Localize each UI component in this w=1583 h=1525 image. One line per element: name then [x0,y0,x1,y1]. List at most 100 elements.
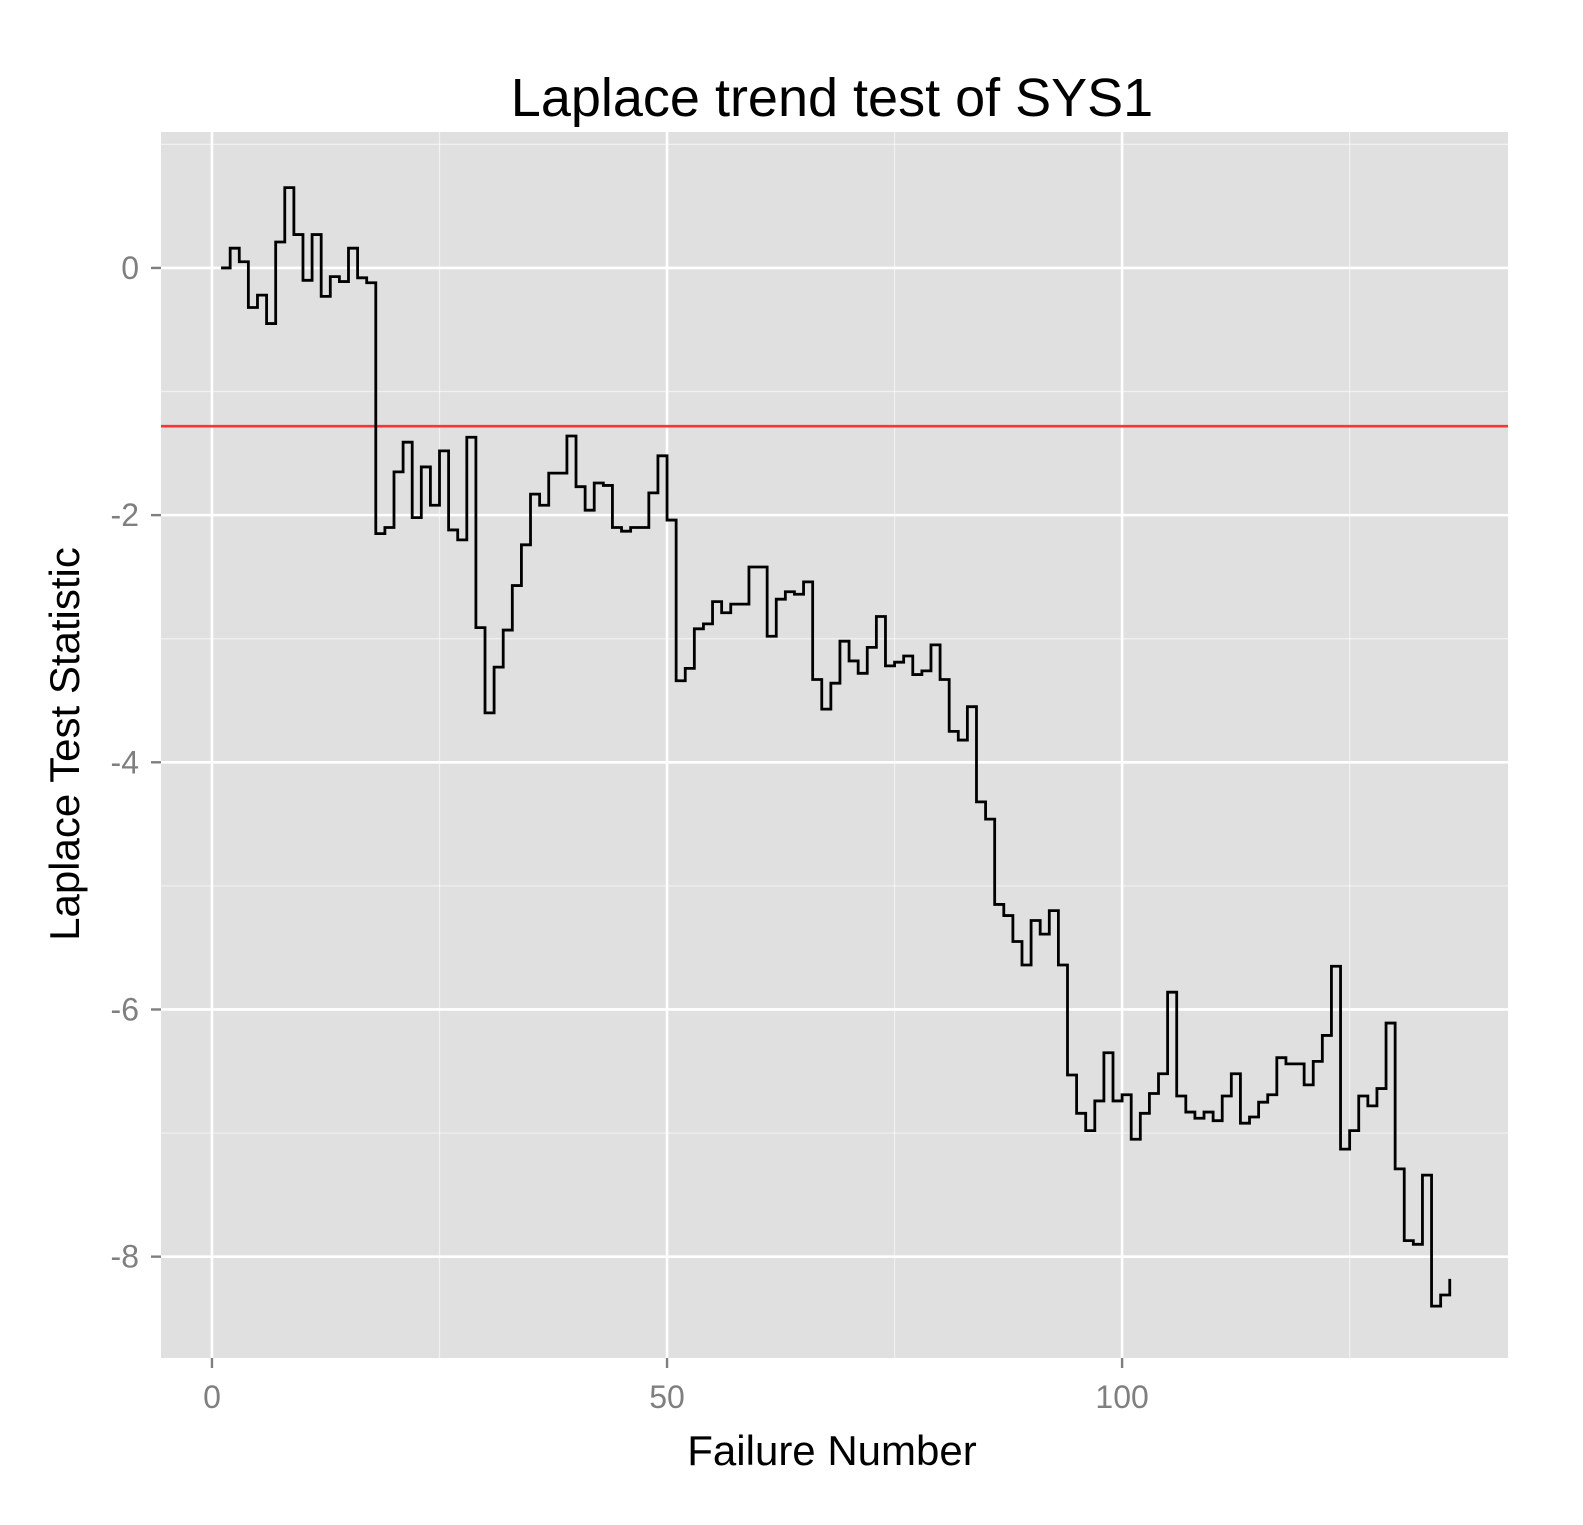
data-point [1257,1100,1261,1104]
data-point [519,543,523,547]
data-point [428,503,432,507]
x-tick-label: 50 [649,1379,685,1415]
data-point [902,654,906,658]
x-axis: 0 50 100 [203,1358,1149,1415]
data-point [747,565,751,569]
data-point [474,626,478,630]
data-point [893,660,897,664]
data-point [1266,1093,1270,1097]
data-point [1420,1173,1424,1177]
data-point [1348,1129,1352,1133]
data-point [1102,1051,1106,1055]
data-point [811,678,815,682]
y-axis: 0 -2 -4 -6 -8 [111,250,161,1275]
data-point [492,665,496,669]
data-point [1020,963,1024,967]
data-point [920,669,924,673]
data-point [601,483,605,487]
data-point [711,600,715,604]
data-point [729,602,733,606]
data-point [1357,1094,1361,1098]
data-point [1375,1087,1379,1091]
data-point [965,705,969,709]
data-point [1002,914,1006,918]
data-point [629,525,633,529]
data-point [1138,1111,1142,1115]
data-point [1311,1059,1315,1063]
data-point [1220,1094,1224,1098]
data-point [1430,1304,1434,1308]
data-point [993,902,997,906]
minor-grid [161,132,1508,1358]
data-point [674,679,678,683]
x-axis-title: Failure Number [687,1427,976,1474]
data-point [874,614,878,618]
data-point [228,246,232,250]
data-point [438,449,442,453]
data-point [1211,1119,1215,1123]
data-point [1384,1021,1388,1025]
data-point [1275,1056,1279,1060]
data-point [456,538,460,542]
data-point [1339,1147,1343,1151]
data-point [1120,1093,1124,1097]
data-point [1366,1104,1370,1108]
data-point [1248,1115,1252,1119]
y-axis-title: Laplace Test Statistic [41,547,88,941]
data-point [774,597,778,601]
data-point [701,622,705,626]
data-point [583,508,587,512]
data-point [610,525,614,529]
data-point [538,503,542,507]
data-point [1111,1099,1115,1103]
data-point [301,278,305,282]
data-point [265,322,269,326]
data-point [328,275,332,279]
data-point [510,584,514,588]
data-point [692,627,696,631]
data-point [255,293,259,297]
data-point [374,532,378,536]
data-point [956,738,960,742]
data-point [1047,909,1051,913]
panel-background [161,132,1508,1358]
data-point [1011,940,1015,944]
data-point [1147,1092,1151,1096]
data-point [1202,1110,1206,1114]
data-point [802,580,806,584]
data-point [556,471,560,475]
data-point [465,435,469,439]
data-point [620,529,624,533]
series-step-line [221,186,1452,1308]
data-point [401,440,405,444]
data-point [1093,1099,1097,1103]
data-point [310,233,314,237]
data-point [219,266,223,270]
y-tick-label: -6 [111,991,139,1027]
data-point [984,817,988,821]
data-point [765,634,769,638]
data-point [292,233,296,237]
data-point [720,611,724,615]
data-point [929,643,933,647]
data-point [356,276,360,280]
data-point [483,711,487,715]
data-point [838,639,842,643]
data-point [246,306,250,310]
data-point [1075,1111,1079,1115]
data-point [574,485,578,489]
data-point [1229,1072,1233,1076]
x-tick-label: 0 [203,1379,221,1415]
data-point [856,671,860,675]
data-point [383,525,387,529]
data-point [1393,1167,1397,1171]
data-point [1411,1242,1415,1246]
data-point [592,481,596,485]
data-point [1439,1293,1443,1297]
data-point [337,280,341,284]
data-point [319,294,323,298]
data-point [792,592,796,596]
x-tick-label: 100 [1095,1379,1148,1415]
